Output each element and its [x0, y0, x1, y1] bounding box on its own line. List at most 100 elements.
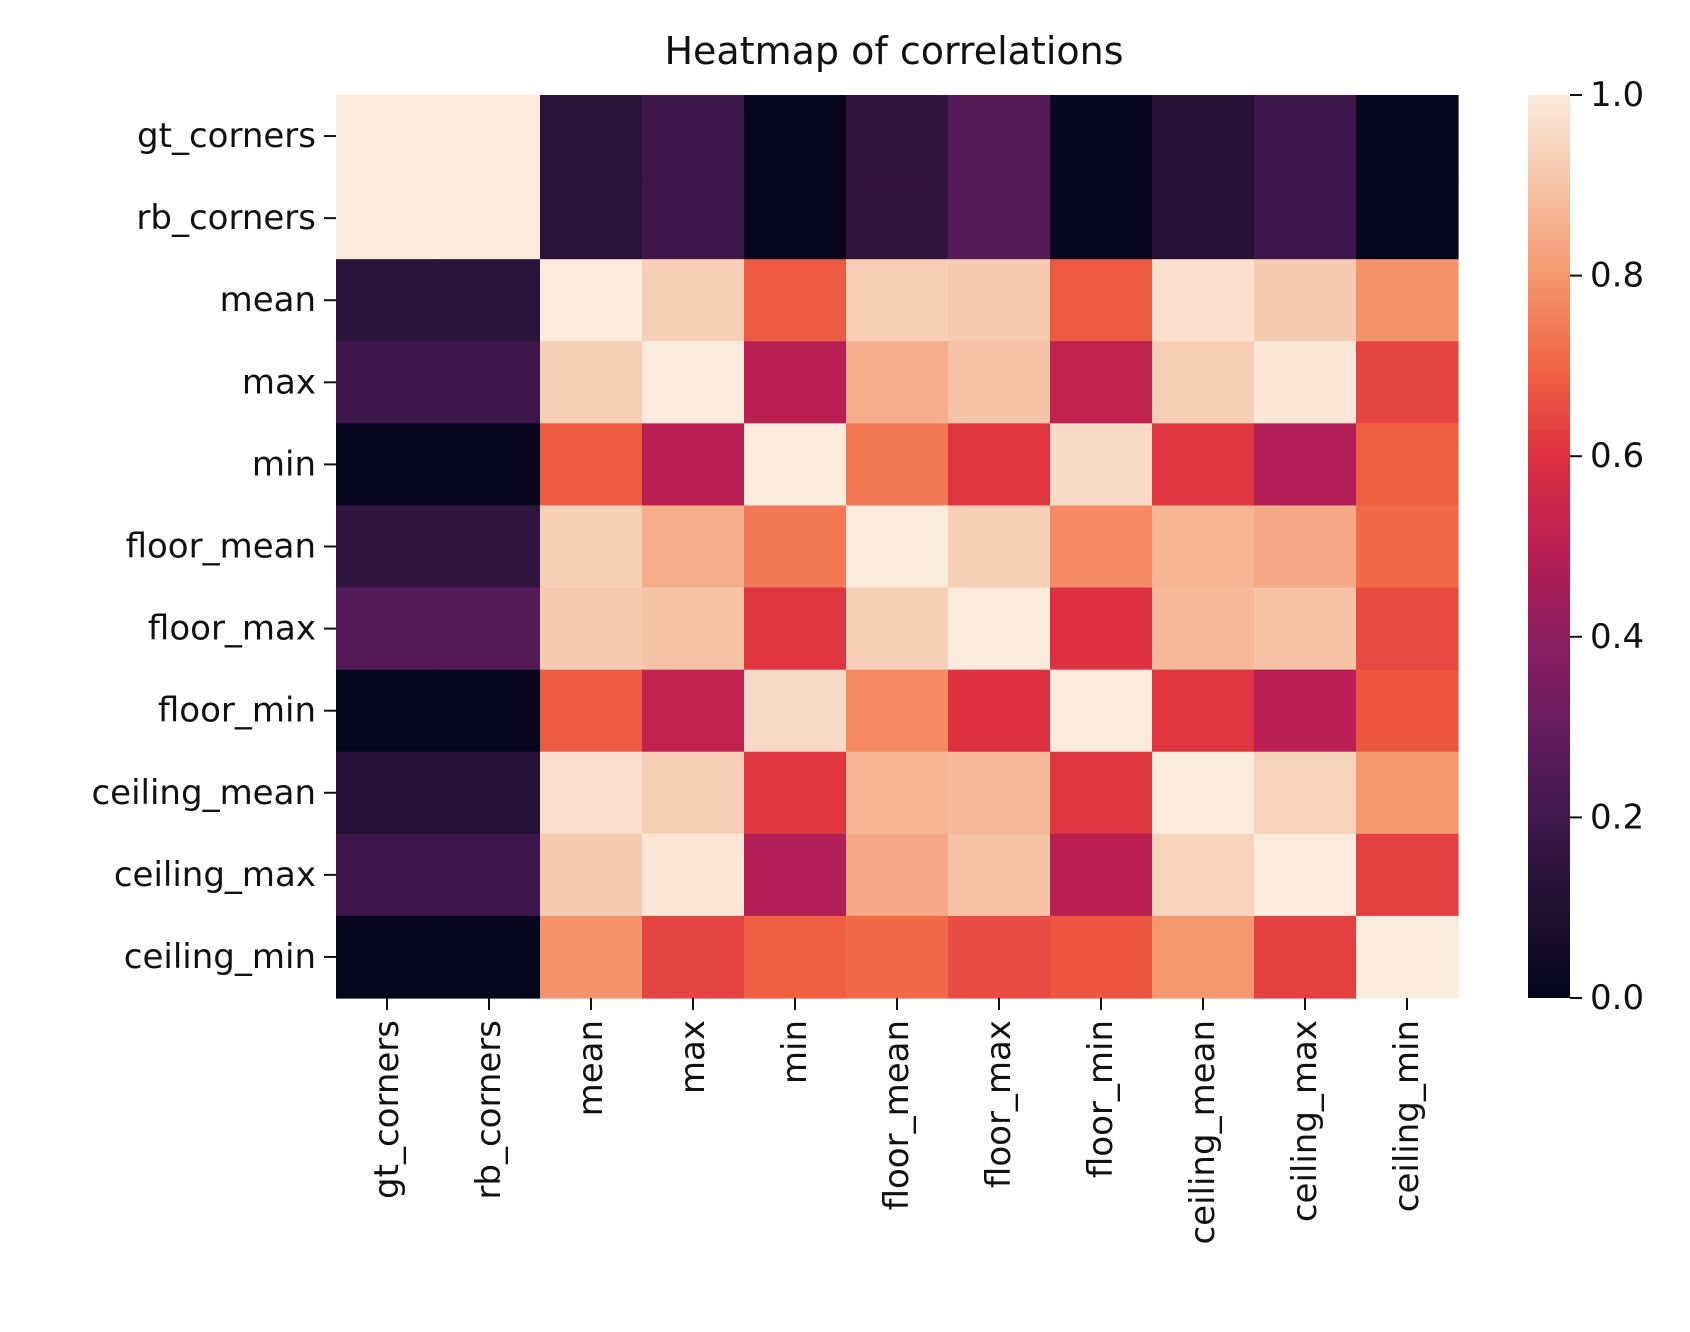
- heatmap-cell: [1254, 423, 1357, 507]
- heatmap-cell: [438, 833, 541, 917]
- heatmap-cell: [1152, 833, 1255, 917]
- y-tick-label: ceiling_min: [124, 937, 316, 977]
- heatmap-cell: [948, 423, 1051, 507]
- y-tick-label: floor_min: [158, 691, 316, 731]
- heatmap-cell: [1050, 341, 1153, 424]
- heatmap-cell: [1152, 587, 1255, 671]
- heatmap-cell: [1050, 423, 1153, 507]
- x-tick-label: ceiling_min: [1387, 1020, 1427, 1212]
- heatmap-cell: [1050, 505, 1153, 589]
- heatmap-cell: [846, 833, 949, 917]
- heatmap-cell: [744, 751, 847, 835]
- heatmap-cell: [948, 259, 1051, 342]
- heatmap-cell: [1050, 587, 1153, 671]
- heatmap-cell: [948, 751, 1051, 835]
- heatmap-cell: [540, 587, 643, 671]
- heatmap-cell: [846, 587, 949, 671]
- heatmap-cell: [1152, 751, 1255, 835]
- heatmap-cell: [642, 833, 745, 917]
- x-tick-label: rb_corners: [469, 1020, 509, 1200]
- heatmap-cell: [1356, 587, 1459, 671]
- heatmap-cell: [336, 669, 439, 753]
- y-tick-label: floor_max: [148, 609, 316, 649]
- y-tick-label: max: [242, 362, 316, 402]
- heatmap-cell: [336, 259, 439, 342]
- heatmap-cell: [1050, 833, 1153, 917]
- heatmap-cell: [1050, 177, 1153, 260]
- heatmap-cell: [540, 915, 643, 999]
- x-tick-label: floor_min: [1081, 1020, 1121, 1178]
- heatmap-cell: [1050, 751, 1153, 835]
- heatmap-cell: [948, 341, 1051, 424]
- heatmap-cell: [1356, 341, 1459, 424]
- colorbar-tick-label: 0.0: [1590, 978, 1644, 1018]
- heatmap-cell: [1356, 669, 1459, 753]
- heatmap-cell: [1050, 95, 1153, 178]
- heatmap-cell: [1254, 915, 1357, 999]
- colorbar-tick-label: 1.0: [1590, 75, 1644, 115]
- heatmap-cell: [846, 259, 949, 342]
- heatmap-cell: [948, 177, 1051, 260]
- heatmap-cell: [1254, 751, 1357, 835]
- heatmap-cell: [744, 669, 847, 753]
- heatmap-cell: [948, 587, 1051, 671]
- heatmap-cell: [1050, 669, 1153, 753]
- y-tick-label: ceiling_max: [114, 855, 316, 895]
- heatmap-cell: [1254, 177, 1357, 260]
- heatmap-cell: [744, 177, 847, 260]
- colorbar-tick-label: 0.4: [1590, 617, 1644, 657]
- x-axis-labels: gt_corners rb_corners mean max min floor_mean…: [367, 998, 1427, 1245]
- heatmap-cell: [1356, 423, 1459, 507]
- y-tick-label: min: [252, 444, 316, 484]
- heatmap-cell: [1254, 669, 1357, 753]
- heatmap-cell: [1050, 259, 1153, 342]
- colorbar-tick-label: 0.8: [1590, 256, 1644, 296]
- heatmap-cell: [1152, 669, 1255, 753]
- heatmap-cell: [948, 95, 1051, 178]
- heatmap-cell: [438, 341, 541, 424]
- heatmap-cell: [744, 341, 847, 424]
- colorbar: [1528, 95, 1570, 998]
- heatmap-cell: [948, 669, 1051, 753]
- heatmap-cell: [336, 423, 439, 507]
- x-tick-label: ceiling_max: [1285, 1020, 1325, 1222]
- heatmap-cell: [336, 177, 439, 260]
- x-tick-label: mean: [571, 1020, 611, 1116]
- x-tick-label: gt_corners: [367, 1020, 407, 1199]
- heatmap-cell: [540, 751, 643, 835]
- heatmap-cell: [846, 95, 949, 178]
- heatmap-cell: [438, 915, 541, 999]
- colorbar-tick-label: 0.2: [1590, 797, 1644, 837]
- heatmap-cell: [1152, 259, 1255, 342]
- heatmap-cell: [1356, 177, 1459, 260]
- heatmap-cell: [438, 177, 541, 260]
- colorbar-tick-label: 0.6: [1590, 436, 1644, 476]
- y-tick-label: floor_mean: [126, 527, 316, 567]
- heatmap-cell: [642, 423, 745, 507]
- heatmap-cell: [336, 587, 439, 671]
- heatmap-cell: [438, 423, 541, 507]
- heatmap-cell: [1356, 751, 1459, 835]
- heatmap-cell: [1356, 505, 1459, 589]
- heatmap-cell: [846, 751, 949, 835]
- heatmap-cell: [948, 915, 1051, 999]
- heatmap-cell: [744, 587, 847, 671]
- heatmap-cell: [846, 423, 949, 507]
- heatmap-cell: [1356, 259, 1459, 342]
- heatmap-cell: [438, 669, 541, 753]
- heatmap-cell: [744, 833, 847, 917]
- heatmap-cell: [948, 833, 1051, 917]
- x-tick-label: min: [775, 1020, 815, 1084]
- heatmap-cell: [336, 833, 439, 917]
- heatmap-cell: [540, 669, 643, 753]
- heatmap-cell: [744, 95, 847, 178]
- heatmap-cell: [744, 259, 847, 342]
- heatmap-cell: [540, 833, 643, 917]
- heatmap-cell: [1152, 177, 1255, 260]
- heatmap-cell: [1152, 505, 1255, 589]
- heatmap-cell: [642, 751, 745, 835]
- heatmap-cell: [540, 259, 643, 342]
- colorbar-ticks: 0.0 0.2 0.4 0.6 0.8 1.0: [1570, 75, 1644, 1018]
- heatmap-cell: [744, 505, 847, 589]
